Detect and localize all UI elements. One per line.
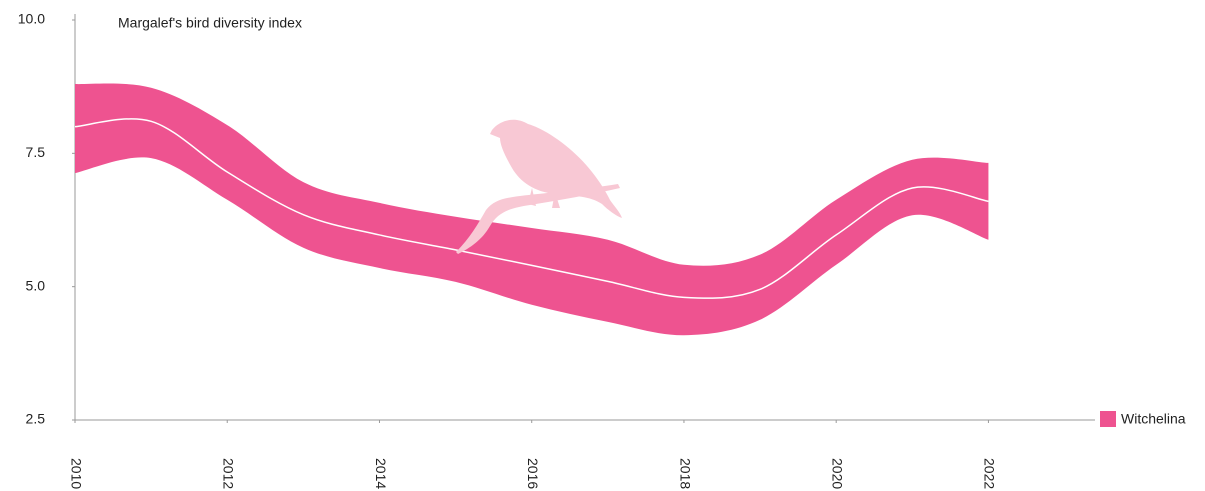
chart: 2.5 5.0 7.5 10.0 2010 2012 2014 2016 2018 2020 202… bbox=[0, 0, 1205, 491]
y-tick-label: 5.0 bbox=[26, 277, 46, 293]
x-tick-label: 2010 bbox=[68, 458, 84, 489]
x-tick-label: 2016 bbox=[525, 458, 541, 489]
x-tick-label: 2020 bbox=[829, 458, 845, 489]
x-tick-label: 2022 bbox=[982, 458, 998, 489]
chart-title: Margalef's bird diversity index bbox=[118, 15, 302, 31]
x-tick-label: 2012 bbox=[221, 458, 237, 489]
y-tick-label: 10.0 bbox=[18, 11, 45, 27]
y-tick-label: 7.5 bbox=[26, 144, 46, 160]
legend-swatch bbox=[1100, 411, 1116, 427]
band-area bbox=[75, 84, 988, 336]
legend-label: Witchelina bbox=[1121, 411, 1186, 427]
plot-area bbox=[75, 84, 988, 336]
legend: Witchelina bbox=[1100, 411, 1186, 427]
page: {"chart_data": { "type": "band", "title"… bbox=[0, 0, 1205, 491]
y-tick-label: 2.5 bbox=[26, 411, 46, 427]
x-tick-label: 2018 bbox=[677, 458, 693, 489]
x-tick-label: 2014 bbox=[373, 458, 389, 489]
